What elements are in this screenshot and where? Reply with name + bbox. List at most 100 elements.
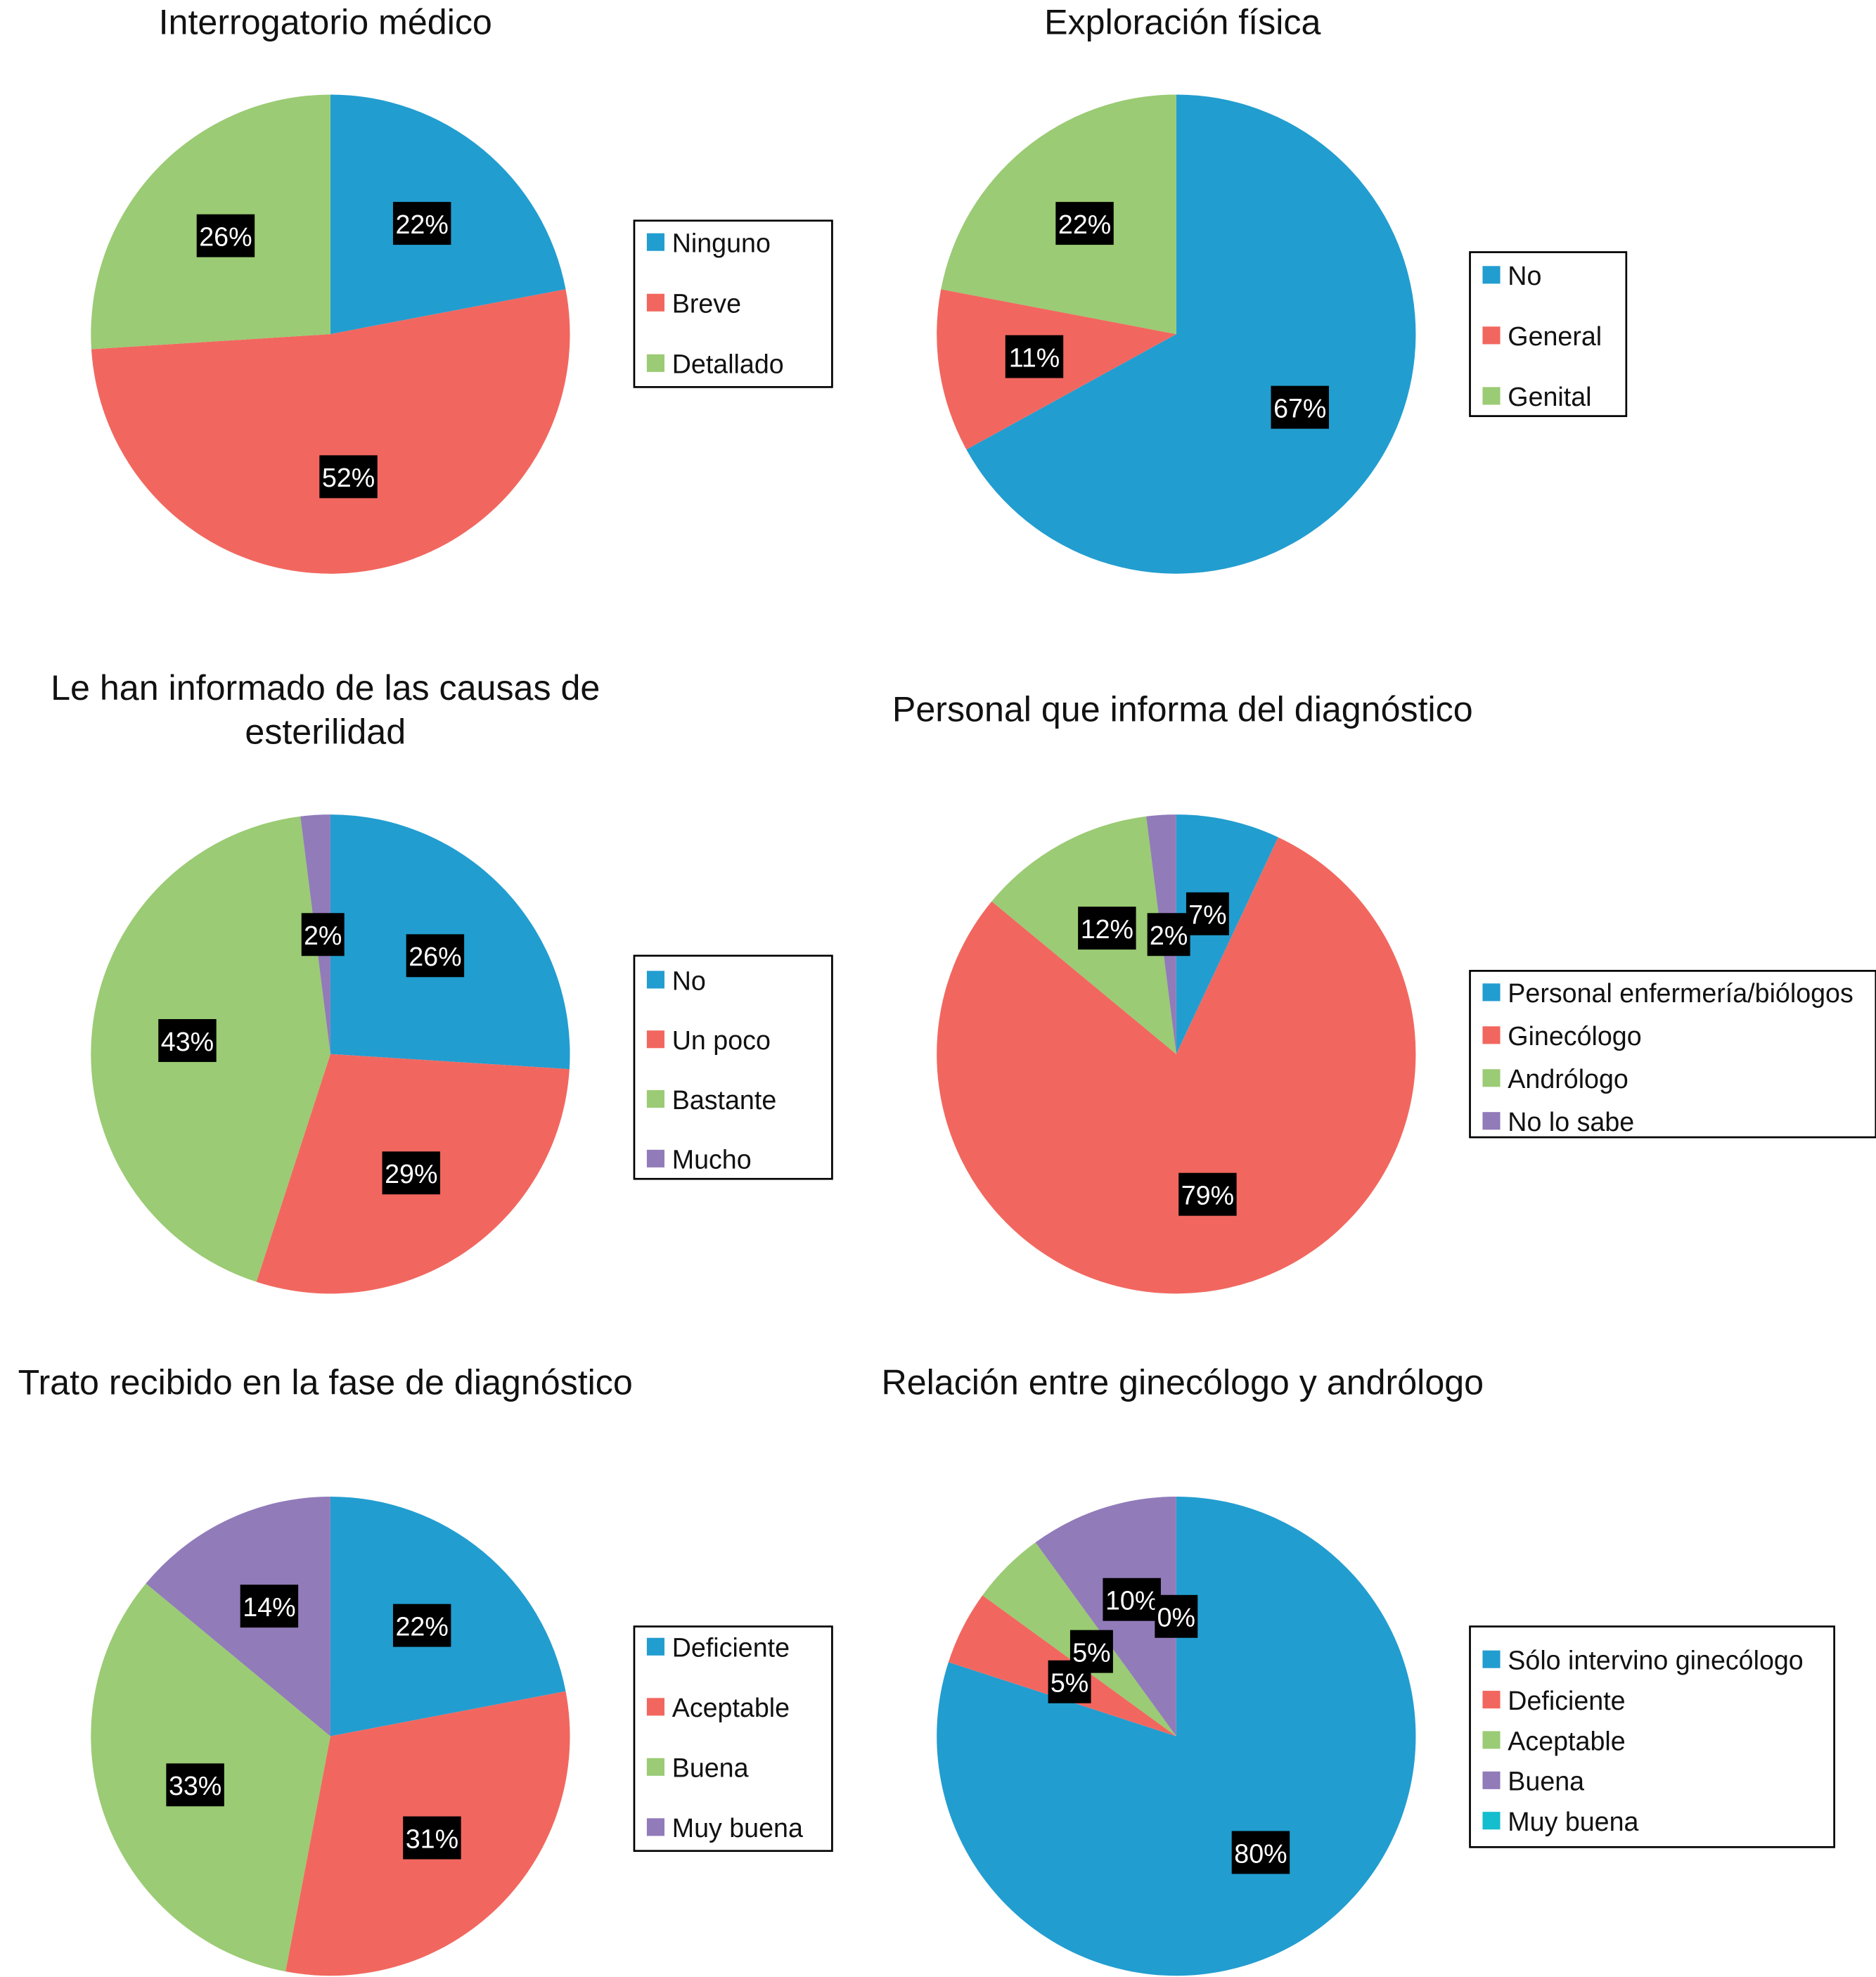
legend-swatch	[1482, 1771, 1501, 1789]
legend-label: Mucho	[672, 1145, 752, 1175]
legend: Deficiente Aceptable Buena Muy buena	[633, 1625, 833, 1853]
data-label-box	[1069, 1630, 1113, 1673]
data-label: 0%	[1157, 1603, 1195, 1632]
pie-slice	[966, 94, 1416, 574]
legend-swatch	[646, 1758, 664, 1776]
legend-swatch	[646, 1698, 664, 1716]
legend-label: Ninguno	[672, 229, 771, 258]
data-label-box	[382, 1151, 441, 1195]
legend-box	[633, 954, 833, 1180]
pie-chart: Relación entre ginecólogo y andrólogo 80%…	[882, 1363, 1835, 1976]
data-label-box	[158, 1019, 217, 1062]
legend-label: Breve	[672, 289, 741, 319]
legend-swatch	[1482, 1812, 1501, 1830]
data-label: 43%	[161, 1027, 214, 1056]
legend-label: Aceptable	[672, 1693, 790, 1722]
data-label: 52%	[322, 463, 375, 492]
data-label-box	[403, 1816, 461, 1860]
legend-swatch	[646, 354, 664, 372]
pie-chart: Trato recibido en la fase de diagnóstico…	[18, 1363, 833, 1976]
legend-swatch	[1482, 1026, 1501, 1044]
legend-swatch	[1482, 1112, 1501, 1130]
legend-label: Buena	[1508, 1767, 1584, 1796]
legend-swatch	[646, 971, 664, 989]
data-label: 29%	[385, 1159, 437, 1189]
data-label: 80%	[1234, 1838, 1287, 1868]
data-label: 26%	[409, 942, 461, 971]
legend: Sólo intervino ginecólogo Deficiente Acept…	[1469, 1625, 1835, 1848]
data-label-box	[406, 934, 465, 978]
legend-swatch	[1482, 1691, 1501, 1709]
legend-label: Andrólogo	[1508, 1064, 1628, 1094]
data-label-box	[1147, 913, 1190, 956]
data-label-box	[1155, 1594, 1198, 1638]
legend-label: Bastante	[672, 1085, 777, 1115]
data-label: 67%	[1273, 393, 1326, 423]
pie-chart: Exploración física 67% 11% 22% No General Geni…	[937, 2, 1628, 574]
legend-label: Deficiente	[672, 1633, 790, 1663]
legend-swatch	[1482, 983, 1501, 1002]
data-label: 22%	[396, 210, 449, 239]
chart-title: Exploración física	[1044, 2, 1321, 41]
legend-label: No	[1508, 261, 1541, 290]
legend-swatch	[646, 233, 664, 251]
pie-slice	[937, 837, 1416, 1294]
legend-swatch	[1482, 1650, 1501, 1668]
chart-title: Le han informado de las causas de	[51, 668, 600, 708]
legend-label: Ginecólogo	[1508, 1021, 1641, 1051]
legend-label: Un poco	[672, 1025, 771, 1055]
data-label: 31%	[406, 1824, 458, 1853]
data-label-box	[1005, 335, 1064, 378]
legend: No General Genital	[1469, 251, 1628, 417]
pie-chart: Le han informado de las causas deesteril…	[51, 668, 833, 1294]
legend-swatch	[1482, 387, 1501, 405]
data-label-box	[196, 214, 255, 257]
legend-label: Sólo intervino ginecólogo	[1508, 1646, 1803, 1675]
pie-slice	[937, 1496, 1416, 1976]
legend-label: Deficiente	[1508, 1686, 1625, 1715]
data-label-box	[319, 455, 378, 499]
data-label-box	[1055, 202, 1114, 245]
legend-swatch	[646, 293, 664, 312]
legend: Ninguno Breve Detallado	[633, 219, 833, 388]
data-label: 2%	[1150, 921, 1188, 950]
legend-swatch	[646, 1637, 664, 1656]
legend-box	[633, 1625, 833, 1853]
legend-box	[1469, 1625, 1835, 1848]
pie-chart: Interrogatorio médico 22% 52% 26% Ninguno Bre…	[91, 2, 833, 574]
data-label-box	[392, 1604, 451, 1647]
chart-title: Interrogatorio médico	[159, 2, 492, 41]
legend: No Un poco Bastante Mucho	[633, 954, 833, 1180]
data-label: 7%	[1188, 900, 1226, 930]
chart-title: esterilidad	[245, 712, 406, 752]
data-label: 10%	[1105, 1586, 1158, 1615]
data-label: 5%	[1072, 1638, 1110, 1668]
legend-label: No	[672, 966, 706, 995]
data-label: 2%	[304, 921, 342, 950]
data-label-box	[1178, 1172, 1237, 1216]
legend-label: Genital	[1508, 382, 1591, 411]
legend-swatch	[1482, 326, 1501, 345]
data-label: 14%	[243, 1592, 295, 1622]
legend-swatch	[1482, 266, 1501, 284]
legend-swatch	[646, 1030, 664, 1049]
legend-swatch	[646, 1149, 664, 1167]
legend-label: Personal enfermería/biólogos	[1508, 978, 1853, 1008]
data-label-box	[1103, 1578, 1161, 1621]
legend-label: Detallado	[672, 350, 784, 379]
data-label-box	[392, 202, 451, 245]
pie-slice	[91, 289, 570, 574]
data-label-box	[166, 1763, 224, 1807]
legend-label: Muy buena	[672, 1813, 803, 1843]
data-label-box	[1186, 892, 1229, 935]
legend-swatch	[1482, 1731, 1501, 1749]
legend-label: Buena	[672, 1753, 749, 1783]
pie-chart: Personal que informa del diagnóstico 7% 79…	[892, 689, 1876, 1294]
data-label: 11%	[1009, 343, 1060, 372]
data-label-box	[1231, 1831, 1290, 1874]
chart-title: Relación entre ginecólogo y andrólogo	[882, 1363, 1484, 1402]
data-label: 12%	[1081, 914, 1133, 944]
legend-box	[633, 219, 833, 388]
chart-title: Personal que informa del diagnóstico	[892, 689, 1473, 729]
